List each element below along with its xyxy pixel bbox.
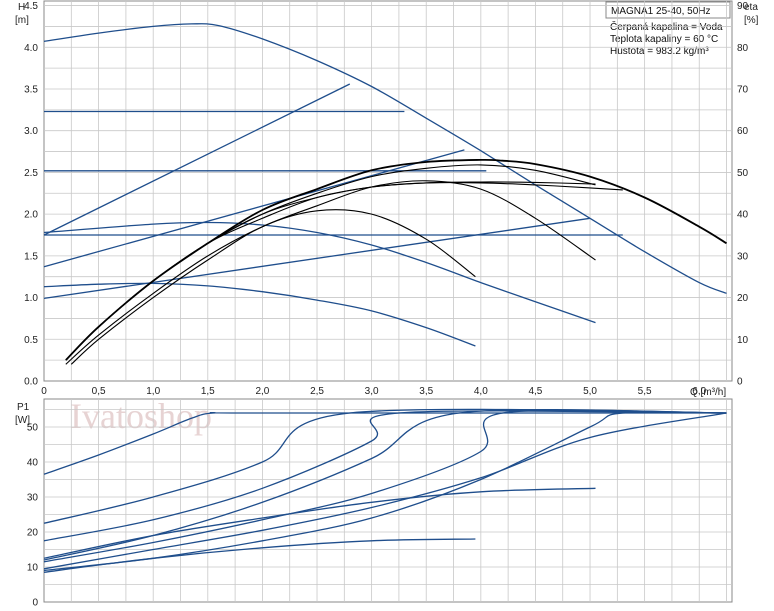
info-density: Hustota = 983.2 kg/m³ [610, 46, 709, 57]
q-tick-label: 5,5 [638, 386, 652, 397]
p1-tick-label: 30 [27, 493, 39, 504]
q-tick-label: 4,0 [474, 386, 488, 397]
h-axis-label: H [18, 2, 25, 13]
q-tick-label: 1,0 [146, 386, 160, 397]
p1-tick-label: 20 [27, 528, 39, 539]
q-tick-label: 1,5 [201, 386, 215, 397]
eta-tick-label: 80 [737, 43, 749, 54]
q-tick-label: 6,0 [692, 386, 706, 397]
q-tick-label: 3,0 [365, 386, 379, 397]
efficiency-curve [65, 158, 727, 361]
head-curve [43, 221, 596, 324]
eta-axis-unit: [%] [744, 15, 759, 26]
power-curve [43, 411, 727, 475]
power-curve [43, 412, 727, 570]
p1-axis-label: P1 [17, 402, 30, 413]
h-tick-label: 2.0 [24, 210, 38, 221]
power-curve [43, 409, 727, 563]
eta-axis-label: eta [744, 2, 758, 13]
q-tick-label: 4,5 [528, 386, 542, 397]
head-curve [43, 23, 727, 295]
chart-title: MAGNA1 25-40, 50Hz [611, 6, 711, 17]
eta-tick-label: 60 [737, 126, 749, 137]
p1-tick-label: 40 [27, 458, 39, 469]
p1-tick-label: 0 [32, 598, 38, 609]
h-tick-label: 2.5 [24, 168, 38, 179]
h-tick-label: 3.0 [24, 126, 38, 137]
eta-tick-label: 50 [737, 168, 749, 179]
h-tick-label: 0.5 [24, 335, 38, 346]
efficiency-curve [65, 180, 596, 365]
info-temperature: Teplota kapaliny = 60 °C [610, 34, 718, 45]
eta-tick-label: 20 [737, 293, 749, 304]
h-tick-label: 0.0 [24, 377, 38, 388]
q-tick-label: 5,0 [583, 386, 597, 397]
q-tick-label: 0 [41, 386, 47, 397]
q-tick-label: 2,0 [255, 386, 269, 397]
h-tick-label: 3.5 [24, 84, 38, 95]
q-tick-label: 3,5 [419, 386, 433, 397]
h-tick-label: 4.0 [24, 43, 38, 54]
efficiency-curve [65, 181, 623, 361]
head-curve [43, 282, 476, 347]
power-curve [43, 487, 596, 559]
h-axis-unit: [m] [15, 15, 29, 26]
efficiency-curve [65, 181, 596, 361]
h-tick-label: 4.5 [24, 1, 38, 12]
q-axis-label: Q [m³/h] [690, 387, 726, 398]
watermark: Ivatoshop [70, 396, 212, 436]
eta-tick-label: 30 [737, 251, 749, 262]
head-curve [43, 217, 591, 300]
eta-tick-label: 0 [737, 377, 743, 388]
q-tick-label: 2,5 [310, 386, 324, 397]
head-curve [43, 149, 465, 268]
head-curve [43, 83, 351, 236]
h-tick-label: 1.5 [24, 251, 38, 262]
eta-tick-label: 90 [737, 1, 749, 12]
eta-tick-label: 10 [737, 335, 749, 346]
p1-tick-label: 50 [27, 423, 39, 434]
q-tick-label: 0,5 [92, 386, 106, 397]
eta-tick-label: 70 [737, 84, 749, 95]
efficiency-curve [70, 209, 476, 365]
h-tick-label: 1.0 [24, 293, 38, 304]
eta-tick-label: 40 [737, 210, 749, 221]
top-plot-frame [43, 0, 733, 382]
p1-tick-label: 10 [27, 563, 39, 574]
bottom-plot-frame [43, 398, 733, 603]
p1-axis-unit: [W] [15, 415, 30, 426]
power-curve [43, 538, 476, 573]
